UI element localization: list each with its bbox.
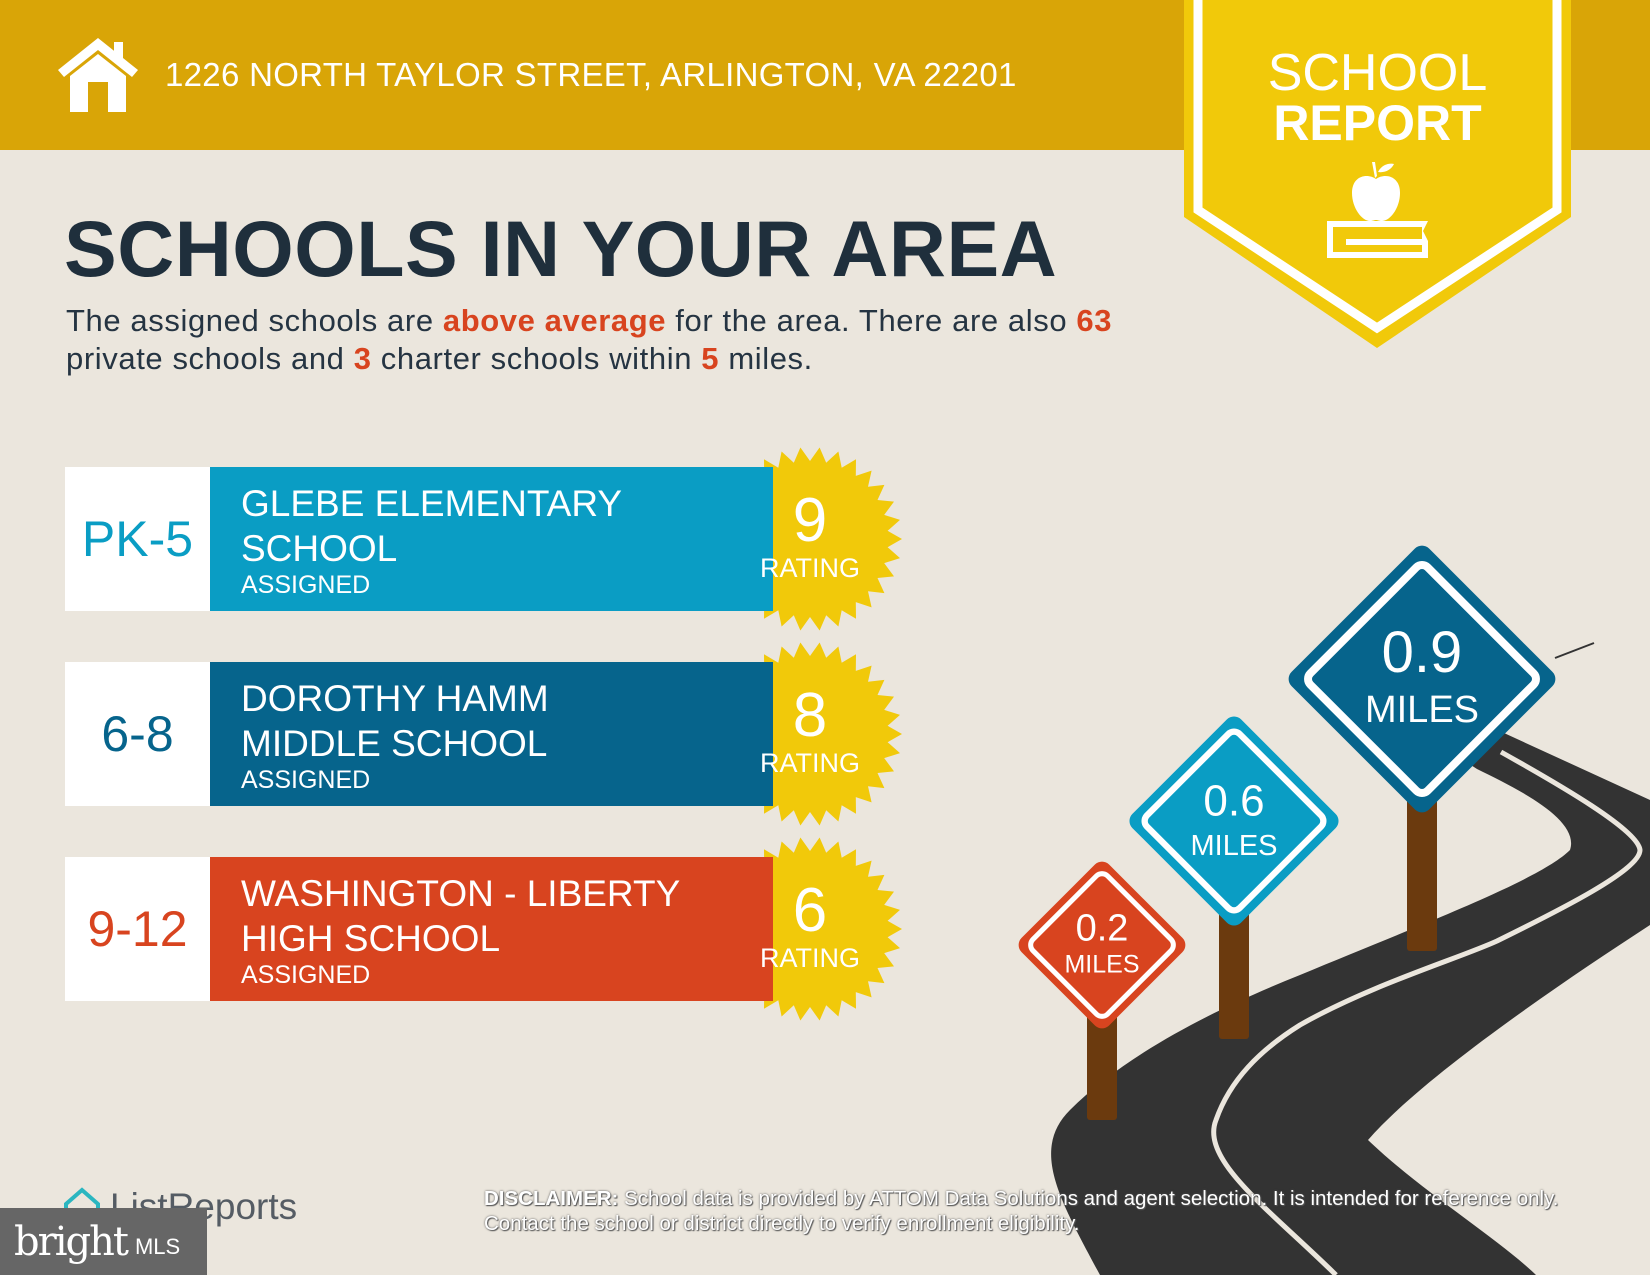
rating-value: 8 — [792, 681, 828, 750]
badge-line2: REPORT — [1273, 95, 1482, 151]
private-school-count: 63 — [1076, 303, 1113, 338]
grade-range: 9-12 — [65, 857, 210, 1001]
school-name-line1: GLEBE ELEMENTARY — [241, 483, 623, 524]
school-card[interactable]: DOROTHY HAMM MIDDLE SCHOOL ASSIGNED — [210, 662, 773, 806]
badge-title: SCHOOL REPORT — [1184, 44, 1571, 151]
road — [1051, 642, 1650, 1275]
distance-unit: MILES — [1190, 830, 1277, 862]
school-name-line2: HIGH SCHOOL — [241, 918, 501, 959]
assignment-status: ASSIGNED — [241, 961, 371, 989]
rating-badge: 6 RATING — [740, 876, 880, 974]
radius-miles: 5 — [701, 341, 720, 376]
page-title: SCHOOLS IN YOUR AREA — [64, 204, 1058, 293]
distance-value: 0.6 — [1203, 776, 1264, 825]
grade-range: 6-8 — [65, 662, 210, 806]
highlight-above-average: above average — [442, 303, 667, 338]
distance-value: 0.2 — [1076, 907, 1129, 949]
charter-school-count: 3 — [353, 341, 372, 376]
house-icon — [58, 38, 138, 112]
rating-label: RATING — [760, 748, 860, 778]
rating-badge: 9 RATING — [740, 486, 880, 584]
distance-sign: 0.6 MILES — [1129, 716, 1339, 1039]
assignment-status: ASSIGNED — [241, 571, 371, 599]
disclaimer: DISCLAIMER: School data is provided by A… — [484, 1187, 1559, 1235]
summary-text: The assigned schools are above average f… — [66, 303, 1113, 376]
rating-badge: 8 RATING — [740, 681, 880, 779]
bright-mls-logo: bright MLS — [0, 1208, 207, 1275]
school-name-line1: DOROTHY HAMM — [241, 678, 549, 719]
school-card[interactable]: GLEBE ELEMENTARY SCHOOL ASSIGNED — [210, 467, 773, 611]
badge-line1: SCHOOL — [1267, 44, 1488, 102]
distance-value: 0.9 — [1382, 620, 1463, 685]
rating-label: RATING — [760, 943, 860, 973]
distance-sign: 0.9 MILES — [1288, 545, 1556, 951]
apple-on-book-icon — [1327, 162, 1428, 258]
school-card[interactable]: WASHINGTON - LIBERTY HIGH SCHOOL ASSIGNE… — [210, 857, 773, 1001]
school-name-line1: WASHINGTON - LIBERTY — [241, 873, 681, 914]
distance-sign: 0.2 MILES — [1018, 861, 1186, 1120]
property-address: 1226 NORTH TAYLOR STREET, ARLINGTON, VA … — [165, 56, 1017, 93]
rating-value: 9 — [792, 486, 828, 555]
school-report-badge — [1184, 0, 1571, 348]
assignment-status: ASSIGNED — [241, 766, 371, 794]
rating-label: RATING — [760, 553, 860, 583]
school-name-line2: SCHOOL — [241, 528, 398, 569]
grade-range: PK-5 — [65, 467, 210, 611]
distance-unit: MILES — [1064, 950, 1139, 978]
rating-value: 6 — [792, 876, 828, 945]
distance-unit: MILES — [1365, 689, 1479, 731]
school-name-line2: MIDDLE SCHOOL — [241, 723, 548, 764]
